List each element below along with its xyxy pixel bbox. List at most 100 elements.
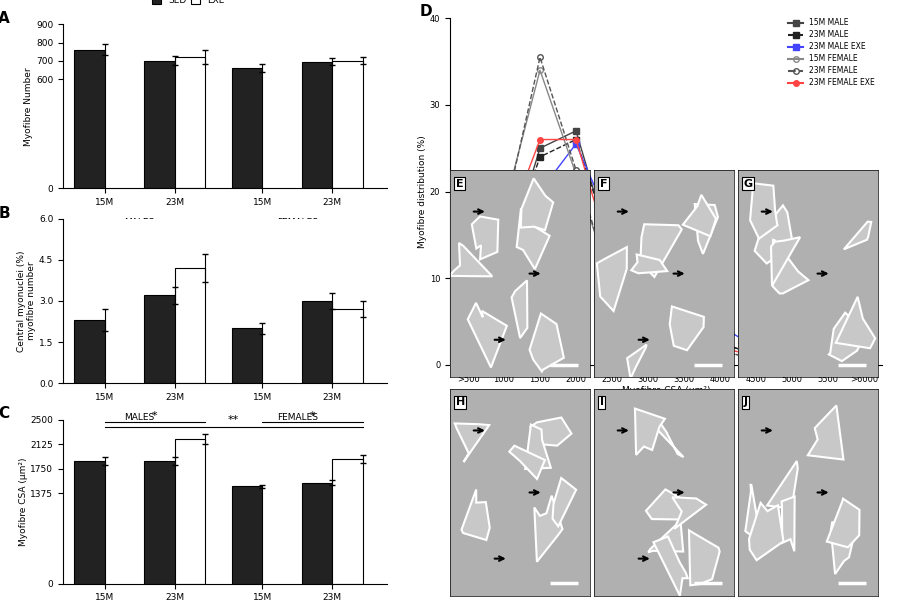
15M FEMALE xyxy=(499,205,509,212)
23M MALE xyxy=(607,244,617,252)
23M MALE xyxy=(499,257,509,264)
23M FEMALE xyxy=(607,283,617,291)
Bar xyxy=(74,320,104,383)
23M MALE xyxy=(859,357,869,364)
Bar xyxy=(302,301,332,383)
15M FEMALE xyxy=(535,67,545,74)
Bar xyxy=(175,268,205,383)
Polygon shape xyxy=(648,520,683,552)
23M MALE EXE xyxy=(463,339,473,347)
Polygon shape xyxy=(836,297,875,348)
Line: 15M FEMALE: 15M FEMALE xyxy=(465,67,867,365)
Line: 15M MALE: 15M MALE xyxy=(465,128,867,363)
Text: B: B xyxy=(0,206,10,221)
23M FEMALE xyxy=(715,348,725,356)
23M MALE EXE xyxy=(607,223,617,230)
Bar xyxy=(332,309,363,383)
15M MALE xyxy=(463,314,473,321)
Polygon shape xyxy=(695,204,718,254)
Polygon shape xyxy=(529,314,563,371)
Polygon shape xyxy=(468,303,507,367)
Polygon shape xyxy=(449,243,492,277)
Line: 23M FEMALE: 23M FEMALE xyxy=(465,55,867,365)
Legend: SED, EXE: SED, EXE xyxy=(148,0,229,9)
Text: I: I xyxy=(599,398,604,407)
Text: D: D xyxy=(419,4,432,19)
Bar xyxy=(231,68,262,188)
Y-axis label: Central myonuclei (%)
myofibre number: Central myonuclei (%) myofibre number xyxy=(17,250,36,351)
Polygon shape xyxy=(511,280,527,338)
15M FEMALE xyxy=(607,283,617,291)
23M FEMALE EXE xyxy=(571,136,581,143)
23M FEMALE EXE xyxy=(823,359,833,366)
Polygon shape xyxy=(472,216,499,260)
23M FEMALE xyxy=(787,357,797,364)
Bar xyxy=(175,439,205,584)
15M MALE xyxy=(643,283,653,291)
Polygon shape xyxy=(767,461,797,508)
23M FEMALE xyxy=(571,166,581,173)
Polygon shape xyxy=(771,237,800,286)
Text: A: A xyxy=(0,11,10,26)
23M MALE xyxy=(571,136,581,143)
Polygon shape xyxy=(454,423,490,462)
Polygon shape xyxy=(808,406,843,460)
Polygon shape xyxy=(553,478,576,527)
23M FEMALE xyxy=(499,214,509,221)
23M FEMALE EXE xyxy=(715,344,725,351)
15M FEMALE xyxy=(715,348,725,356)
23M MALE xyxy=(787,354,797,362)
Bar xyxy=(144,295,175,383)
23M MALE EXE xyxy=(535,188,545,195)
Text: FEMALES: FEMALES xyxy=(276,218,318,227)
Bar xyxy=(231,486,262,584)
15M MALE xyxy=(571,127,581,134)
Text: E: E xyxy=(455,179,464,188)
Legend: 15M MALE, 23M MALE, 23M MALE EXE, 15M FEMALE, 23M FEMALE, 23M FEMALE EXE: 15M MALE, 23M MALE, 23M MALE EXE, 15M FE… xyxy=(785,15,878,91)
Bar xyxy=(74,461,104,584)
23M MALE EXE xyxy=(787,348,797,356)
15M FEMALE xyxy=(823,359,833,366)
Polygon shape xyxy=(672,497,706,529)
Polygon shape xyxy=(745,485,761,543)
15M FEMALE xyxy=(679,335,689,342)
Polygon shape xyxy=(829,313,866,361)
23M FEMALE xyxy=(679,335,689,342)
23M MALE xyxy=(535,153,545,161)
Polygon shape xyxy=(521,178,553,230)
Text: H: H xyxy=(455,398,464,407)
15M FEMALE xyxy=(859,359,869,366)
23M FEMALE xyxy=(823,359,833,366)
15M MALE xyxy=(499,261,509,269)
23M FEMALE xyxy=(859,359,869,366)
23M FEMALE EXE xyxy=(643,292,653,299)
Polygon shape xyxy=(530,418,572,446)
Text: C: C xyxy=(0,406,9,421)
Polygon shape xyxy=(750,183,778,238)
Polygon shape xyxy=(831,517,859,574)
Text: J: J xyxy=(743,398,748,407)
Bar xyxy=(302,62,332,188)
Y-axis label: Myofibre distribution (%): Myofibre distribution (%) xyxy=(418,135,427,248)
Polygon shape xyxy=(683,195,716,237)
15M MALE xyxy=(751,351,761,358)
Bar xyxy=(302,483,332,584)
Polygon shape xyxy=(526,424,551,469)
Y-axis label: Myofibre Number: Myofibre Number xyxy=(24,67,33,146)
15M MALE xyxy=(823,357,833,364)
23M MALE xyxy=(643,279,653,286)
Polygon shape xyxy=(627,345,646,379)
23M FEMALE EXE xyxy=(751,353,761,360)
Bar xyxy=(144,461,175,584)
23M MALE xyxy=(679,318,689,325)
23M FEMALE xyxy=(751,354,761,362)
23M MALE xyxy=(463,318,473,325)
Polygon shape xyxy=(781,497,795,551)
23M FEMALE xyxy=(535,54,545,61)
15M FEMALE xyxy=(787,357,797,364)
15M MALE xyxy=(535,145,545,152)
23M FEMALE xyxy=(463,322,473,330)
Polygon shape xyxy=(652,421,683,457)
23M MALE EXE xyxy=(715,322,725,330)
Polygon shape xyxy=(635,409,665,455)
